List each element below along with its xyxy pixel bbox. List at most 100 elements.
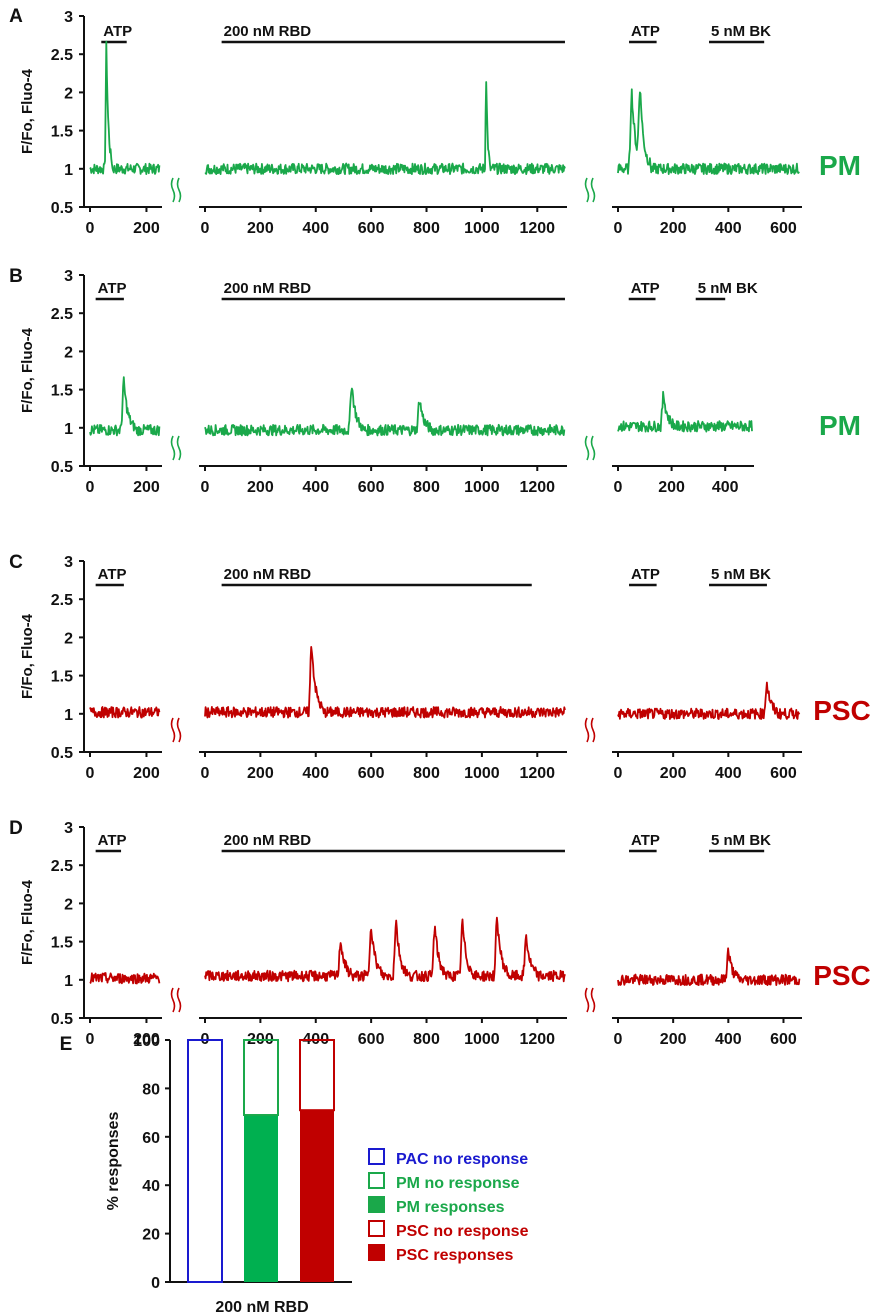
axis-break-mark	[176, 987, 182, 1013]
x-tick-label: 600	[358, 479, 385, 496]
panel-d: D F/Fo, Fluo-4 3 2.5 2 1.5 1 0.5 0 200 ATP 0 200 400 6…	[9, 818, 871, 1048]
x-tick-label: 1200	[519, 1031, 555, 1048]
panel-letter: A	[9, 6, 23, 27]
y-tick-label: 2.5	[51, 47, 73, 64]
trace-line	[617, 390, 753, 433]
x-tick-label: 400	[715, 1031, 742, 1048]
cell-type-label: PSC	[813, 960, 871, 991]
y-tick-label: 2.5	[51, 858, 73, 875]
y-tick-label: 3	[64, 820, 73, 837]
axis-break-mark	[584, 987, 590, 1013]
legend-swatch	[368, 1244, 385, 1261]
axis-break-mark	[176, 435, 182, 461]
bar-no-response-psc	[299, 1039, 335, 1112]
x-tick-label: 1200	[519, 479, 555, 496]
y-tick-label: 60	[142, 1130, 160, 1147]
y-tick-label: 1.5	[51, 669, 73, 686]
legend-swatch	[368, 1172, 385, 1189]
x-tick-label: 200	[247, 479, 274, 496]
application-label: ATP	[103, 23, 132, 40]
y-axis-label: % responses	[105, 1112, 122, 1211]
x-tick-label: 0	[201, 765, 210, 782]
y-tick-label: 1.5	[51, 383, 73, 400]
application-label: 5 nM BK	[711, 23, 771, 40]
axis-break-mark	[170, 717, 176, 743]
panel-c: C F/Fo, Fluo-4 3 2.5 2 1.5 1 0.5 0 200 ATP 0 200 400 6…	[9, 552, 871, 782]
y-tick-label: 1.5	[51, 124, 73, 141]
x-tick-label: 200	[133, 479, 160, 496]
x-tick-label: 600	[358, 765, 385, 782]
x-tick-label: 0	[614, 479, 623, 496]
panel-letter: B	[9, 266, 23, 287]
trace-line	[617, 947, 801, 986]
trace-line	[89, 972, 161, 985]
panel-b: B F/Fo, Fluo-4 3 2.5 2 1.5 1 0.5 0 200 ATP 0 200 400 6…	[9, 266, 861, 496]
x-tick-label: 200	[660, 765, 687, 782]
trace-line	[89, 376, 161, 437]
cell-type-label: PM	[819, 410, 861, 441]
panel-letter: D	[9, 818, 23, 839]
axis-break-mark	[584, 717, 590, 743]
x-tick-label: 0	[614, 220, 623, 237]
x-tick-label: 200	[133, 1031, 160, 1048]
y-tick-label: 2	[64, 630, 73, 647]
x-tick-label: 400	[302, 479, 329, 496]
y-tick-label: 1	[64, 707, 73, 724]
y-tick-label: 100	[133, 1033, 160, 1050]
y-tick-label: 1	[64, 162, 73, 179]
x-tick-label: 800	[413, 220, 440, 237]
application-label: 5 nM BK	[711, 832, 771, 849]
application-label: ATP	[98, 832, 127, 849]
trace-line	[617, 88, 800, 176]
bar-responses-psc	[300, 1110, 334, 1282]
x-tick-label: 1200	[519, 765, 555, 782]
y-tick-label: 20	[142, 1227, 160, 1244]
x-tick-label: 200	[658, 479, 685, 496]
application-label: 200 nM RBD	[224, 566, 312, 583]
legend-label: PM no response	[396, 1175, 520, 1192]
y-tick-label: 0.5	[51, 459, 73, 476]
y-axis-label: F/Fo, Fluo-4	[19, 68, 36, 154]
axis-break-mark	[590, 435, 596, 461]
y-tick-label: 3	[64, 554, 73, 571]
trace-line	[89, 40, 161, 176]
axis-break-mark	[590, 177, 596, 203]
x-tick-label: 600	[770, 1031, 797, 1048]
x-tick-label: 0	[86, 220, 95, 237]
y-tick-label: 80	[142, 1081, 160, 1098]
x-tick-label: 400	[712, 479, 739, 496]
application-label: 200 nM RBD	[224, 832, 312, 849]
x-axis-label: 200 nM RBD	[215, 1299, 308, 1315]
y-tick-label: 1.5	[51, 935, 73, 952]
y-axis-label: F/Fo, Fluo-4	[19, 613, 36, 699]
y-tick-label: 0.5	[51, 745, 73, 762]
x-tick-label: 600	[770, 220, 797, 237]
trace-line	[89, 706, 161, 719]
x-tick-label: 1200	[519, 220, 555, 237]
y-tick-label: 0.5	[51, 1011, 73, 1028]
application-label: ATP	[98, 566, 127, 583]
x-tick-label: 0	[201, 479, 210, 496]
legend-swatch	[368, 1148, 385, 1165]
axis-break-mark	[590, 987, 596, 1013]
x-tick-label: 0	[86, 765, 95, 782]
y-tick-label: 1	[64, 973, 73, 990]
application-label: 5 nM BK	[698, 280, 758, 297]
x-tick-label: 1000	[464, 220, 500, 237]
bar-no-response-pm	[243, 1039, 279, 1117]
trace-line	[204, 646, 566, 719]
x-tick-label: 800	[413, 1031, 440, 1048]
y-tick-label: 0.5	[51, 200, 73, 217]
axis-break-mark	[176, 717, 182, 743]
x-tick-label: 0	[86, 479, 95, 496]
trace-line	[204, 387, 566, 437]
x-tick-label: 400	[302, 765, 329, 782]
x-tick-label: 200	[133, 220, 160, 237]
x-tick-label: 0	[614, 765, 623, 782]
y-tick-label: 0	[151, 1275, 160, 1292]
cell-type-label: PM	[819, 150, 861, 181]
x-tick-label: 600	[358, 220, 385, 237]
axis-break-mark	[584, 435, 590, 461]
